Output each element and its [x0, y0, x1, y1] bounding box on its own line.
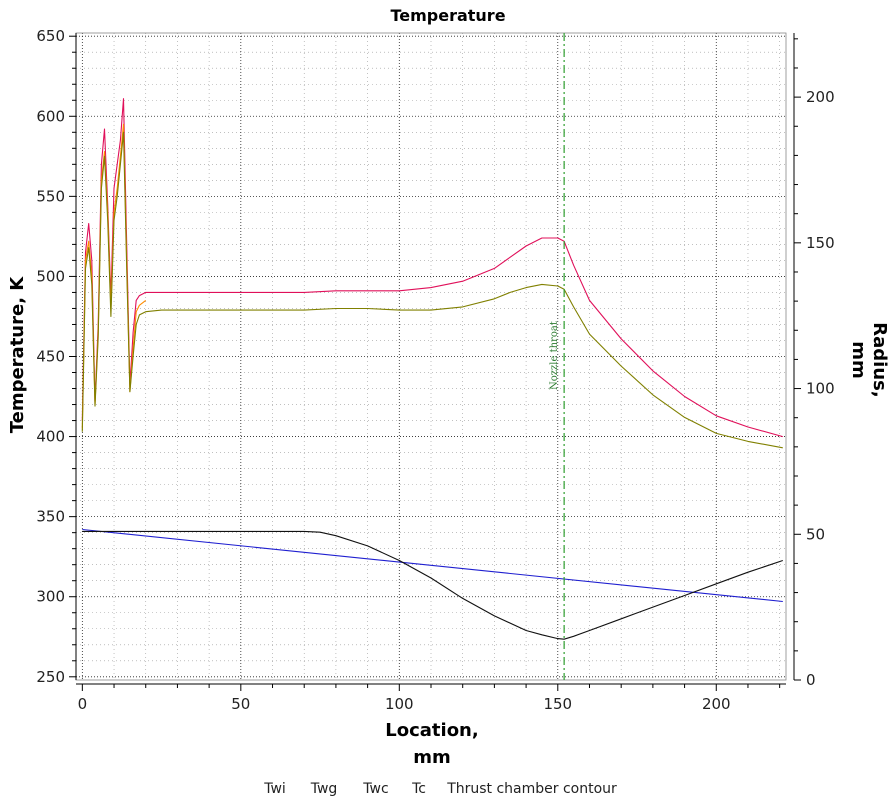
right-y-tick-label: 0: [806, 671, 816, 689]
x-tick-label: 0: [78, 695, 88, 713]
left-y-tick-label: 650: [36, 27, 65, 45]
left-y-tick-label: 450: [36, 348, 65, 366]
nozzle-throat-label: Nozzle throat: [549, 321, 560, 390]
legend-entry-tc: Tc: [411, 781, 426, 797]
left-y-tick-label: 500: [36, 267, 65, 285]
left-y-tick-label: 300: [36, 588, 65, 606]
y-axis-title: Temperature, K: [7, 276, 28, 434]
y2-axis-title-line2: mm: [848, 341, 869, 379]
x-tick-label: 150: [543, 695, 572, 713]
x-axis-title-line1: Location,: [385, 720, 478, 741]
left-y-tick-label: 550: [36, 187, 65, 205]
right-y-tick-label: 200: [806, 88, 835, 106]
left-y-tick-label: 400: [36, 428, 65, 446]
left-y-tick-label: 350: [36, 508, 65, 526]
legend-entry-thrust-chamber-contour: Thrust chamber contour: [446, 781, 617, 797]
right-y-tick-label: 150: [806, 234, 835, 252]
left-y-tick-label: 250: [36, 668, 65, 686]
legend-entry-twc: Twc: [362, 781, 388, 797]
x-axis-title-line2: mm: [413, 747, 451, 768]
x-tick-label: 200: [702, 695, 731, 713]
y2-axis-title-line1: Radius,: [869, 322, 890, 397]
x-tick-label: 50: [231, 695, 250, 713]
legend-entry-twi: Twi: [263, 781, 286, 797]
legend-entry-twg: Twg: [310, 781, 338, 797]
left-y-tick-label: 600: [36, 107, 65, 125]
x-tick-label: 100: [385, 695, 414, 713]
right-y-tick-label: 50: [806, 525, 825, 543]
right-y-tick-label: 100: [806, 380, 835, 398]
chart-title: Temperature: [390, 6, 505, 25]
